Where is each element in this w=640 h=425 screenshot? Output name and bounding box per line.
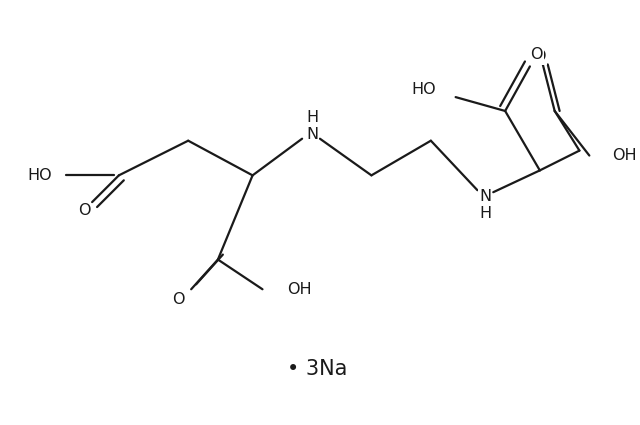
Text: O: O — [78, 203, 90, 218]
Text: • 3Na: • 3Na — [287, 359, 347, 379]
Text: OH: OH — [287, 282, 312, 297]
Text: HO: HO — [411, 82, 436, 96]
Text: N
H: N H — [479, 189, 492, 221]
Text: O: O — [531, 47, 543, 62]
Text: O: O — [534, 49, 546, 64]
Text: OH: OH — [612, 148, 637, 163]
Text: HO: HO — [27, 168, 51, 183]
Text: H
N: H N — [306, 110, 318, 142]
Text: O: O — [172, 292, 184, 307]
